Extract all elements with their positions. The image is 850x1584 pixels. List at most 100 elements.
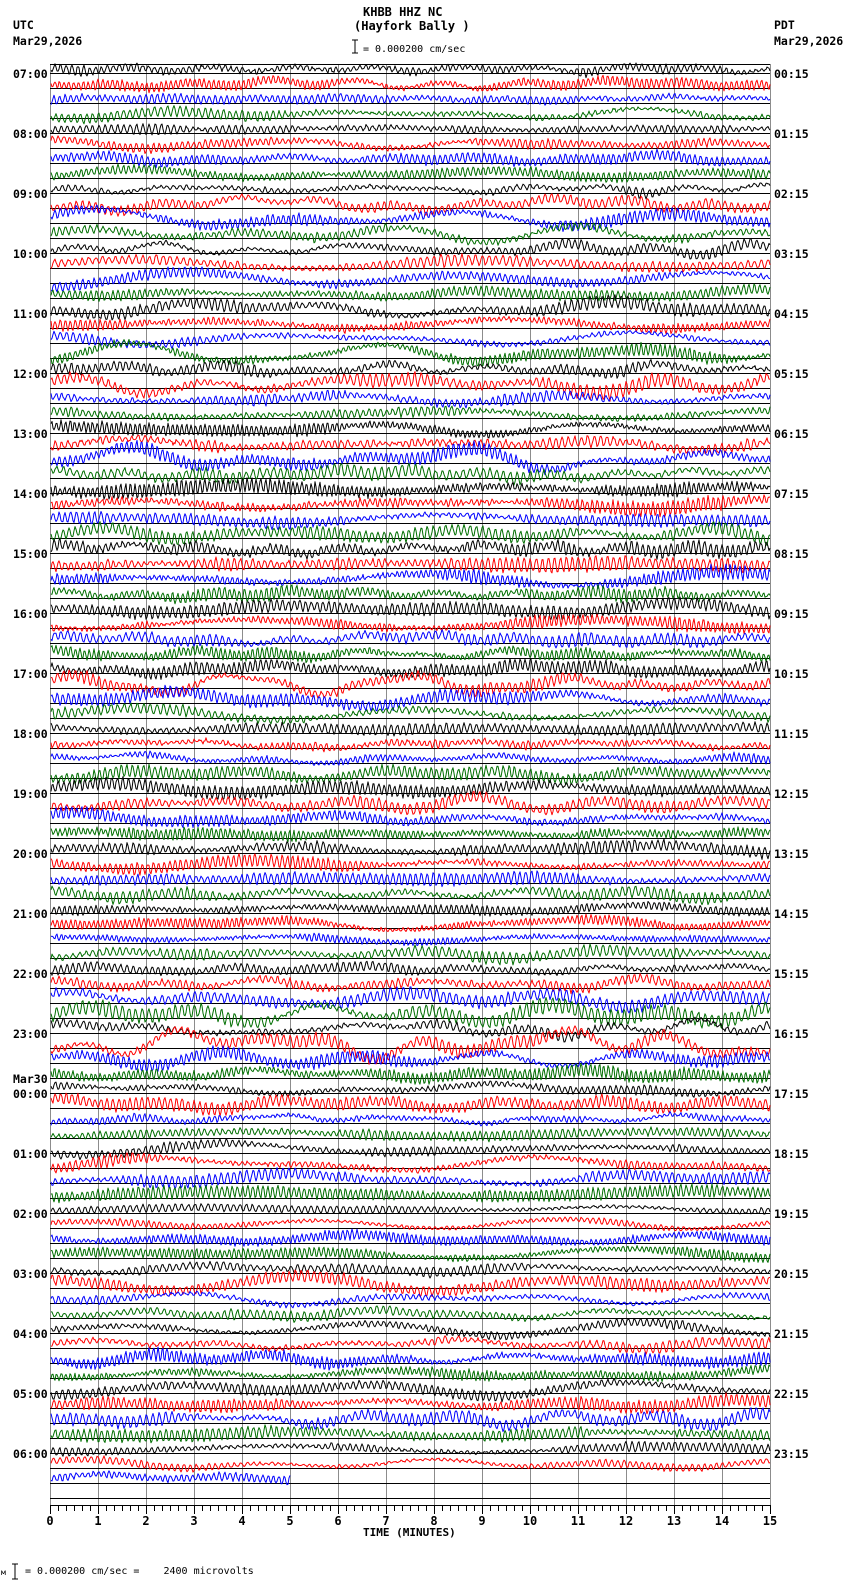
- trace-row-52-black: [50, 838, 771, 860]
- pdt-hour-label: 22:15: [774, 1387, 809, 1401]
- pdt-hour-label: 12:15: [774, 787, 809, 801]
- trace-row-34-blue: [50, 563, 771, 589]
- trace-row-80-black: [50, 1260, 771, 1279]
- trace-row-43-green: [50, 702, 771, 725]
- pdt-hour-label: 08:15: [774, 547, 809, 561]
- trace-row-93-red: [50, 1455, 771, 1473]
- pdt-hour-label: 07:15: [774, 487, 809, 501]
- trace-row-64-black: [50, 1016, 771, 1043]
- utc-hour-label: 16:00: [13, 607, 48, 621]
- utc-hour-label: 07:00: [13, 67, 48, 81]
- utc-hour-label: 04:00: [13, 1327, 48, 1341]
- trace-row-23-green: [50, 405, 771, 422]
- trace-row-27-green: [50, 462, 771, 486]
- trace-row-68-black: [50, 1080, 771, 1098]
- pdt-hour-label: 21:15: [774, 1327, 809, 1341]
- trace-row-76-black: [50, 1203, 771, 1215]
- seismic-traces: [50, 62, 771, 1486]
- trace-row-63-green: [50, 997, 771, 1029]
- pdt-hour-label: 04:15: [774, 307, 809, 321]
- trace-row-6-blue: [50, 148, 771, 169]
- pdt-hour-label: 11:15: [774, 727, 809, 741]
- trace-row-19-green: [50, 339, 771, 368]
- utc-hour-label: 13:00: [13, 427, 48, 441]
- trace-row-92-black: [50, 1440, 771, 1457]
- x-axis-tick-label: 14: [714, 1514, 730, 1528]
- left-timezone: UTC: [13, 18, 34, 32]
- trace-row-25-red: [50, 434, 771, 457]
- x-axis-tick-label: 9: [478, 1514, 486, 1528]
- x-axis-tick-label: 2: [142, 1514, 150, 1528]
- trace-row-13-red: [50, 253, 771, 273]
- trace-row-1-red: [50, 74, 771, 94]
- utc-hour-label: 12:00: [13, 367, 48, 381]
- utc-hour-label: 03:00: [13, 1267, 48, 1281]
- trace-row-15-green: [50, 283, 771, 302]
- trace-row-54-blue: [50, 870, 771, 888]
- x-axis-tick-label: 1: [94, 1514, 102, 1528]
- x-axis-tick-label: 3: [190, 1514, 198, 1528]
- x-axis-tick-label: 11: [570, 1514, 586, 1528]
- trace-row-2-blue: [50, 92, 771, 106]
- x-axis-tick-label: 6: [334, 1514, 342, 1528]
- utc-hour-label: 00:00: [13, 1087, 48, 1101]
- trace-row-87-green: [50, 1364, 771, 1382]
- trace-row-0-black: [50, 62, 771, 79]
- trace-row-77-red: [50, 1216, 771, 1232]
- trace-row-79-green: [50, 1245, 771, 1263]
- trace-row-60-black: [50, 960, 771, 977]
- trace-row-33-red: [50, 555, 771, 574]
- trace-row-8-black: [50, 182, 771, 200]
- utc-hour-label: 18:00: [13, 727, 48, 741]
- pdt-hour-label: 18:15: [774, 1147, 809, 1161]
- trace-row-42-blue: [50, 684, 771, 712]
- trace-row-20-black: [50, 359, 771, 379]
- trace-row-14-blue: [50, 266, 771, 293]
- pdt-hour-label: 02:15: [774, 187, 809, 201]
- trace-row-53-red: [50, 853, 771, 876]
- trace-row-38-blue: [50, 629, 771, 649]
- right-timezone: PDT: [774, 18, 795, 32]
- utc-hour-label: 09:00: [13, 187, 48, 201]
- trace-row-83-green: [51, 1305, 771, 1323]
- footer-scale-text: = 0.000200 cm/sec = 2400 microvolts: [25, 1566, 254, 1577]
- trace-row-94-blue: [50, 1470, 291, 1486]
- trace-row-9-red: [50, 193, 771, 217]
- amplitude-scale-label: = 0.000200 cm/sec: [363, 44, 466, 55]
- pdt-hour-label: 00:15: [774, 67, 809, 81]
- trace-row-22-blue: [50, 389, 771, 409]
- trace-row-48-black: [50, 776, 771, 801]
- trace-row-3-green: [50, 105, 771, 125]
- trace-row-67-green: [50, 1062, 771, 1085]
- trace-row-74-blue: [50, 1167, 771, 1190]
- trace-row-26-blue: [50, 440, 771, 476]
- pdt-hour-label: 09:15: [774, 607, 809, 621]
- trace-row-7-green: [50, 163, 771, 184]
- pdt-hour-label: 03:15: [774, 247, 809, 261]
- trace-row-73-red: [50, 1152, 771, 1174]
- utc-hour-label: 06:00: [13, 1447, 48, 1461]
- x-axis-tick-label: 0: [46, 1514, 54, 1528]
- pdt-hour-label: 23:15: [774, 1447, 809, 1461]
- x-axis: [50, 1505, 771, 1514]
- station-location: (Hayfork Bally ): [354, 19, 470, 33]
- utc-hour-label: 20:00: [13, 847, 48, 861]
- x-axis-tick-label: 15: [762, 1514, 778, 1528]
- trace-row-28-black: [50, 477, 771, 500]
- utc-hour-label: 17:00: [13, 667, 48, 681]
- scale-bar-icon: [352, 39, 358, 54]
- trace-row-58-blue: [50, 932, 771, 947]
- left-date: Mar29,2026: [13, 34, 83, 48]
- trace-row-57-red: [50, 913, 771, 933]
- trace-row-4-black: [50, 123, 771, 136]
- pdt-hour-label: 16:15: [774, 1027, 809, 1041]
- utc-hour-label: 14:00: [13, 487, 48, 501]
- x-axis-tick-label: 8: [430, 1514, 438, 1528]
- trace-row-5-red: [50, 135, 771, 154]
- x-axis-tick-label: 5: [286, 1514, 294, 1528]
- x-axis-tick-label: 7: [382, 1514, 390, 1528]
- utc-hour-label: 11:00: [13, 307, 48, 321]
- pdt-hour-label: 14:15: [774, 907, 809, 921]
